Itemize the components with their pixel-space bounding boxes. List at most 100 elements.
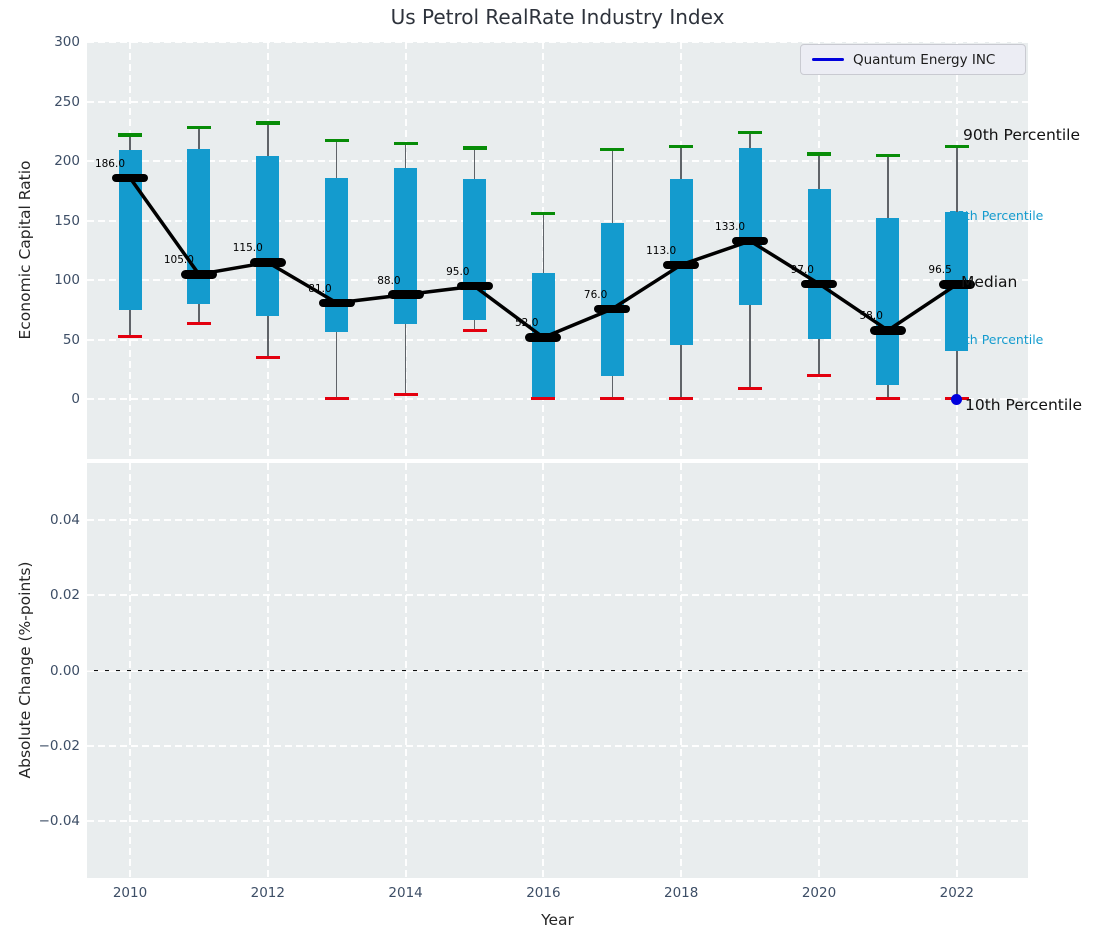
bottom-gridline-h xyxy=(87,594,1028,597)
top-gridline-h xyxy=(87,279,1028,282)
bottom-gridline-v xyxy=(129,463,131,878)
median-value-label: 95.0 xyxy=(446,266,470,279)
median-value-label: 58.0 xyxy=(859,310,883,323)
top-y-tick-label: 150 xyxy=(54,212,80,229)
median-value-label: 88.0 xyxy=(377,274,401,287)
median-dash xyxy=(525,333,562,342)
box-bar xyxy=(876,218,900,386)
bottom-y-tick-label: 0.00 xyxy=(49,662,80,679)
bottom-y-tick-label: 0.02 xyxy=(49,587,80,604)
median-value-label: 133.0 xyxy=(715,220,746,233)
box-bar xyxy=(807,188,831,339)
median-dash xyxy=(249,258,286,267)
median-value-label: 96.5 xyxy=(928,264,952,277)
top-plot-area: 90th Percentile 75th Percentile Median 2… xyxy=(87,41,1082,459)
x-tick-label: 2014 xyxy=(388,885,423,901)
p10-cap xyxy=(738,387,763,391)
bottom-gridline-h xyxy=(87,820,1028,823)
median-value-label: 81.0 xyxy=(308,282,332,295)
top-y-tick-label: 200 xyxy=(54,153,80,170)
x-tick-label: 2012 xyxy=(250,885,285,901)
top-y-tick-label: 0 xyxy=(71,391,80,408)
p90-cap xyxy=(944,145,969,149)
box-bar xyxy=(394,168,418,325)
p10-cap xyxy=(393,393,418,397)
x-axis-label: Year xyxy=(541,911,574,929)
p10-cap xyxy=(807,374,831,378)
p10-cap xyxy=(324,396,349,400)
median-dash xyxy=(869,326,906,335)
p10-cap xyxy=(875,396,900,400)
p90-cap xyxy=(324,139,349,143)
p10-cap xyxy=(118,334,142,338)
legend: Quantum Energy INC xyxy=(800,44,1026,75)
annotation-median: Median xyxy=(961,273,1018,291)
top-y-tick-label: 300 xyxy=(54,34,80,50)
p10-cap xyxy=(600,396,625,400)
annotation-75th-percentile: 75th Percentile xyxy=(949,208,1044,223)
company-point-dot xyxy=(951,393,963,405)
p10-cap xyxy=(462,328,487,332)
bottom-gridline-v xyxy=(404,463,407,878)
median-dash xyxy=(594,304,631,314)
legend-label: Quantum Energy INC xyxy=(853,51,996,68)
bottom-gridline-h xyxy=(87,518,1028,521)
x-tick-label: 2010 xyxy=(112,885,148,901)
p90-cap xyxy=(118,133,142,137)
median-value-label: 97.0 xyxy=(790,263,814,276)
box-bar xyxy=(118,150,142,311)
annotation-10th-percentile: 10th Percentile xyxy=(965,396,1083,414)
p90-cap xyxy=(600,147,625,151)
p90-cap xyxy=(531,211,556,216)
median-dash xyxy=(801,279,837,289)
p10-cap xyxy=(531,396,556,400)
x-tick-label: 2018 xyxy=(664,885,699,901)
bottom-gridline-v xyxy=(266,463,269,878)
top-y-tick-label: 100 xyxy=(54,272,80,289)
bottom-gridline-h xyxy=(87,744,1028,747)
p90-cap xyxy=(186,126,211,130)
chart-title: Us Petrol RealRate Industry Index xyxy=(390,5,725,29)
bottom-gridline-v xyxy=(955,463,958,878)
bottom-y-tick-label: −0.04 xyxy=(38,813,80,830)
legend-line-swatch xyxy=(812,58,844,61)
median-dash xyxy=(732,236,769,246)
median-dash xyxy=(456,281,493,291)
bottom-y-tick-label: −0.02 xyxy=(38,737,80,754)
p90-cap xyxy=(255,121,280,125)
p90-cap xyxy=(669,145,694,149)
median-dash xyxy=(112,173,148,183)
bottom-gridline-v xyxy=(542,463,545,878)
p90-cap xyxy=(807,152,831,156)
x-tick-label: 2016 xyxy=(526,885,561,901)
p10-cap xyxy=(186,321,211,325)
annotation-90th-percentile: 90th Percentile xyxy=(963,126,1081,144)
median-value-label: 76.0 xyxy=(583,288,608,301)
median-value-label: 113.0 xyxy=(646,244,677,257)
median-dash xyxy=(663,260,700,270)
median-value-label: 105.0 xyxy=(163,254,194,267)
p10-cap xyxy=(255,356,280,360)
bottom-plot-area xyxy=(87,463,1028,878)
box-bar xyxy=(325,177,349,332)
top-gridline-h xyxy=(87,219,1028,222)
median-dash xyxy=(318,298,355,308)
x-tick-label: 2020 xyxy=(801,885,837,901)
bottom-gridline-h xyxy=(87,669,1028,672)
top-gridline-h xyxy=(87,100,1028,103)
median-value-label: 186.0 xyxy=(94,157,125,170)
p10-cap xyxy=(669,396,694,400)
p90-cap xyxy=(875,153,900,157)
median-dash xyxy=(938,280,975,289)
box-bar xyxy=(738,148,762,306)
top-y-tick-label: 50 xyxy=(62,331,80,348)
box-bar xyxy=(256,156,280,317)
bottom-gridline-v xyxy=(680,463,683,878)
p90-cap xyxy=(738,130,763,135)
top-gridline-h xyxy=(87,398,1028,401)
bottom-gridline-v xyxy=(818,463,820,878)
annotation-25th-percentile: 25th Percentile xyxy=(949,332,1044,347)
median-dash xyxy=(387,290,424,299)
p90-cap xyxy=(462,146,487,150)
